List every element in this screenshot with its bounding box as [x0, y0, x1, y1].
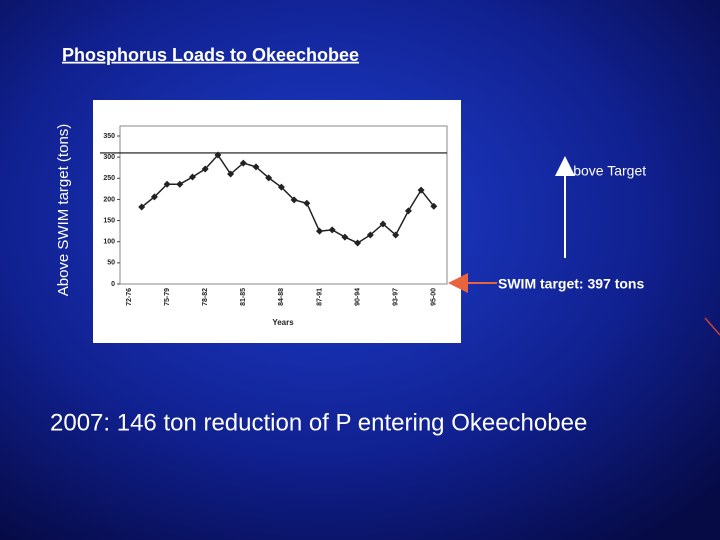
- data-point: [138, 203, 146, 211]
- annotation: SWIM target: 397 tons: [498, 276, 644, 292]
- data-point: [239, 159, 247, 167]
- x-axis-label: Years: [272, 318, 294, 327]
- y-tick-label: 50: [107, 260, 115, 267]
- data-point: [303, 199, 311, 207]
- data-point: [214, 151, 222, 159]
- slide-title: Phosphorus Loads to Okeechobee: [62, 45, 359, 65]
- x-tick-label: 72-76: [126, 288, 133, 306]
- plot-frame: [119, 125, 448, 285]
- annotation: Above Target: [564, 163, 646, 179]
- data-point: [290, 196, 298, 204]
- y-tick-label: 100: [103, 239, 115, 246]
- data-point: [392, 231, 400, 239]
- data-point: [150, 193, 158, 201]
- x-tick-label: 75-79: [164, 288, 171, 306]
- x-tick-label: 81-85: [240, 288, 247, 306]
- data-point: [328, 226, 336, 234]
- footer-text: 2007: 146 ton reduction of P entering Ok…: [50, 409, 587, 436]
- data-point: [379, 220, 387, 228]
- data-point: [189, 173, 196, 181]
- data-point: [176, 180, 184, 188]
- data-point: [227, 170, 235, 178]
- y-tick-label: 350: [103, 133, 115, 140]
- data-point: [163, 180, 171, 188]
- data-point: [277, 183, 285, 191]
- data-point: [265, 174, 273, 182]
- data-point: [201, 165, 209, 173]
- y-tick-label: 0: [111, 281, 115, 288]
- y-tick-label: 150: [103, 217, 115, 224]
- data-point: [417, 186, 425, 194]
- data-point: [404, 207, 412, 215]
- data-point: [366, 231, 374, 239]
- y-tick-label: 300: [103, 154, 115, 161]
- x-tick-label: 87-91: [316, 288, 323, 306]
- x-tick-label: 95-00: [431, 288, 438, 306]
- x-tick-label: 90-94: [354, 288, 361, 306]
- y-tick-label: 200: [103, 196, 115, 203]
- data-point: [316, 227, 323, 235]
- data-point: [341, 233, 349, 241]
- data-point: [354, 239, 362, 247]
- y-tick-label: 250: [103, 175, 115, 182]
- x-tick-label: 78-82: [202, 288, 209, 306]
- data-point: [252, 163, 260, 171]
- x-tick-label: 93-97: [393, 288, 400, 306]
- y-axis-label: Above SWIM target (tons): [55, 124, 72, 297]
- x-tick-label: 84-88: [278, 288, 285, 306]
- data-point: [430, 202, 438, 210]
- decoration: [704, 317, 720, 336]
- chart-panel: [93, 100, 461, 343]
